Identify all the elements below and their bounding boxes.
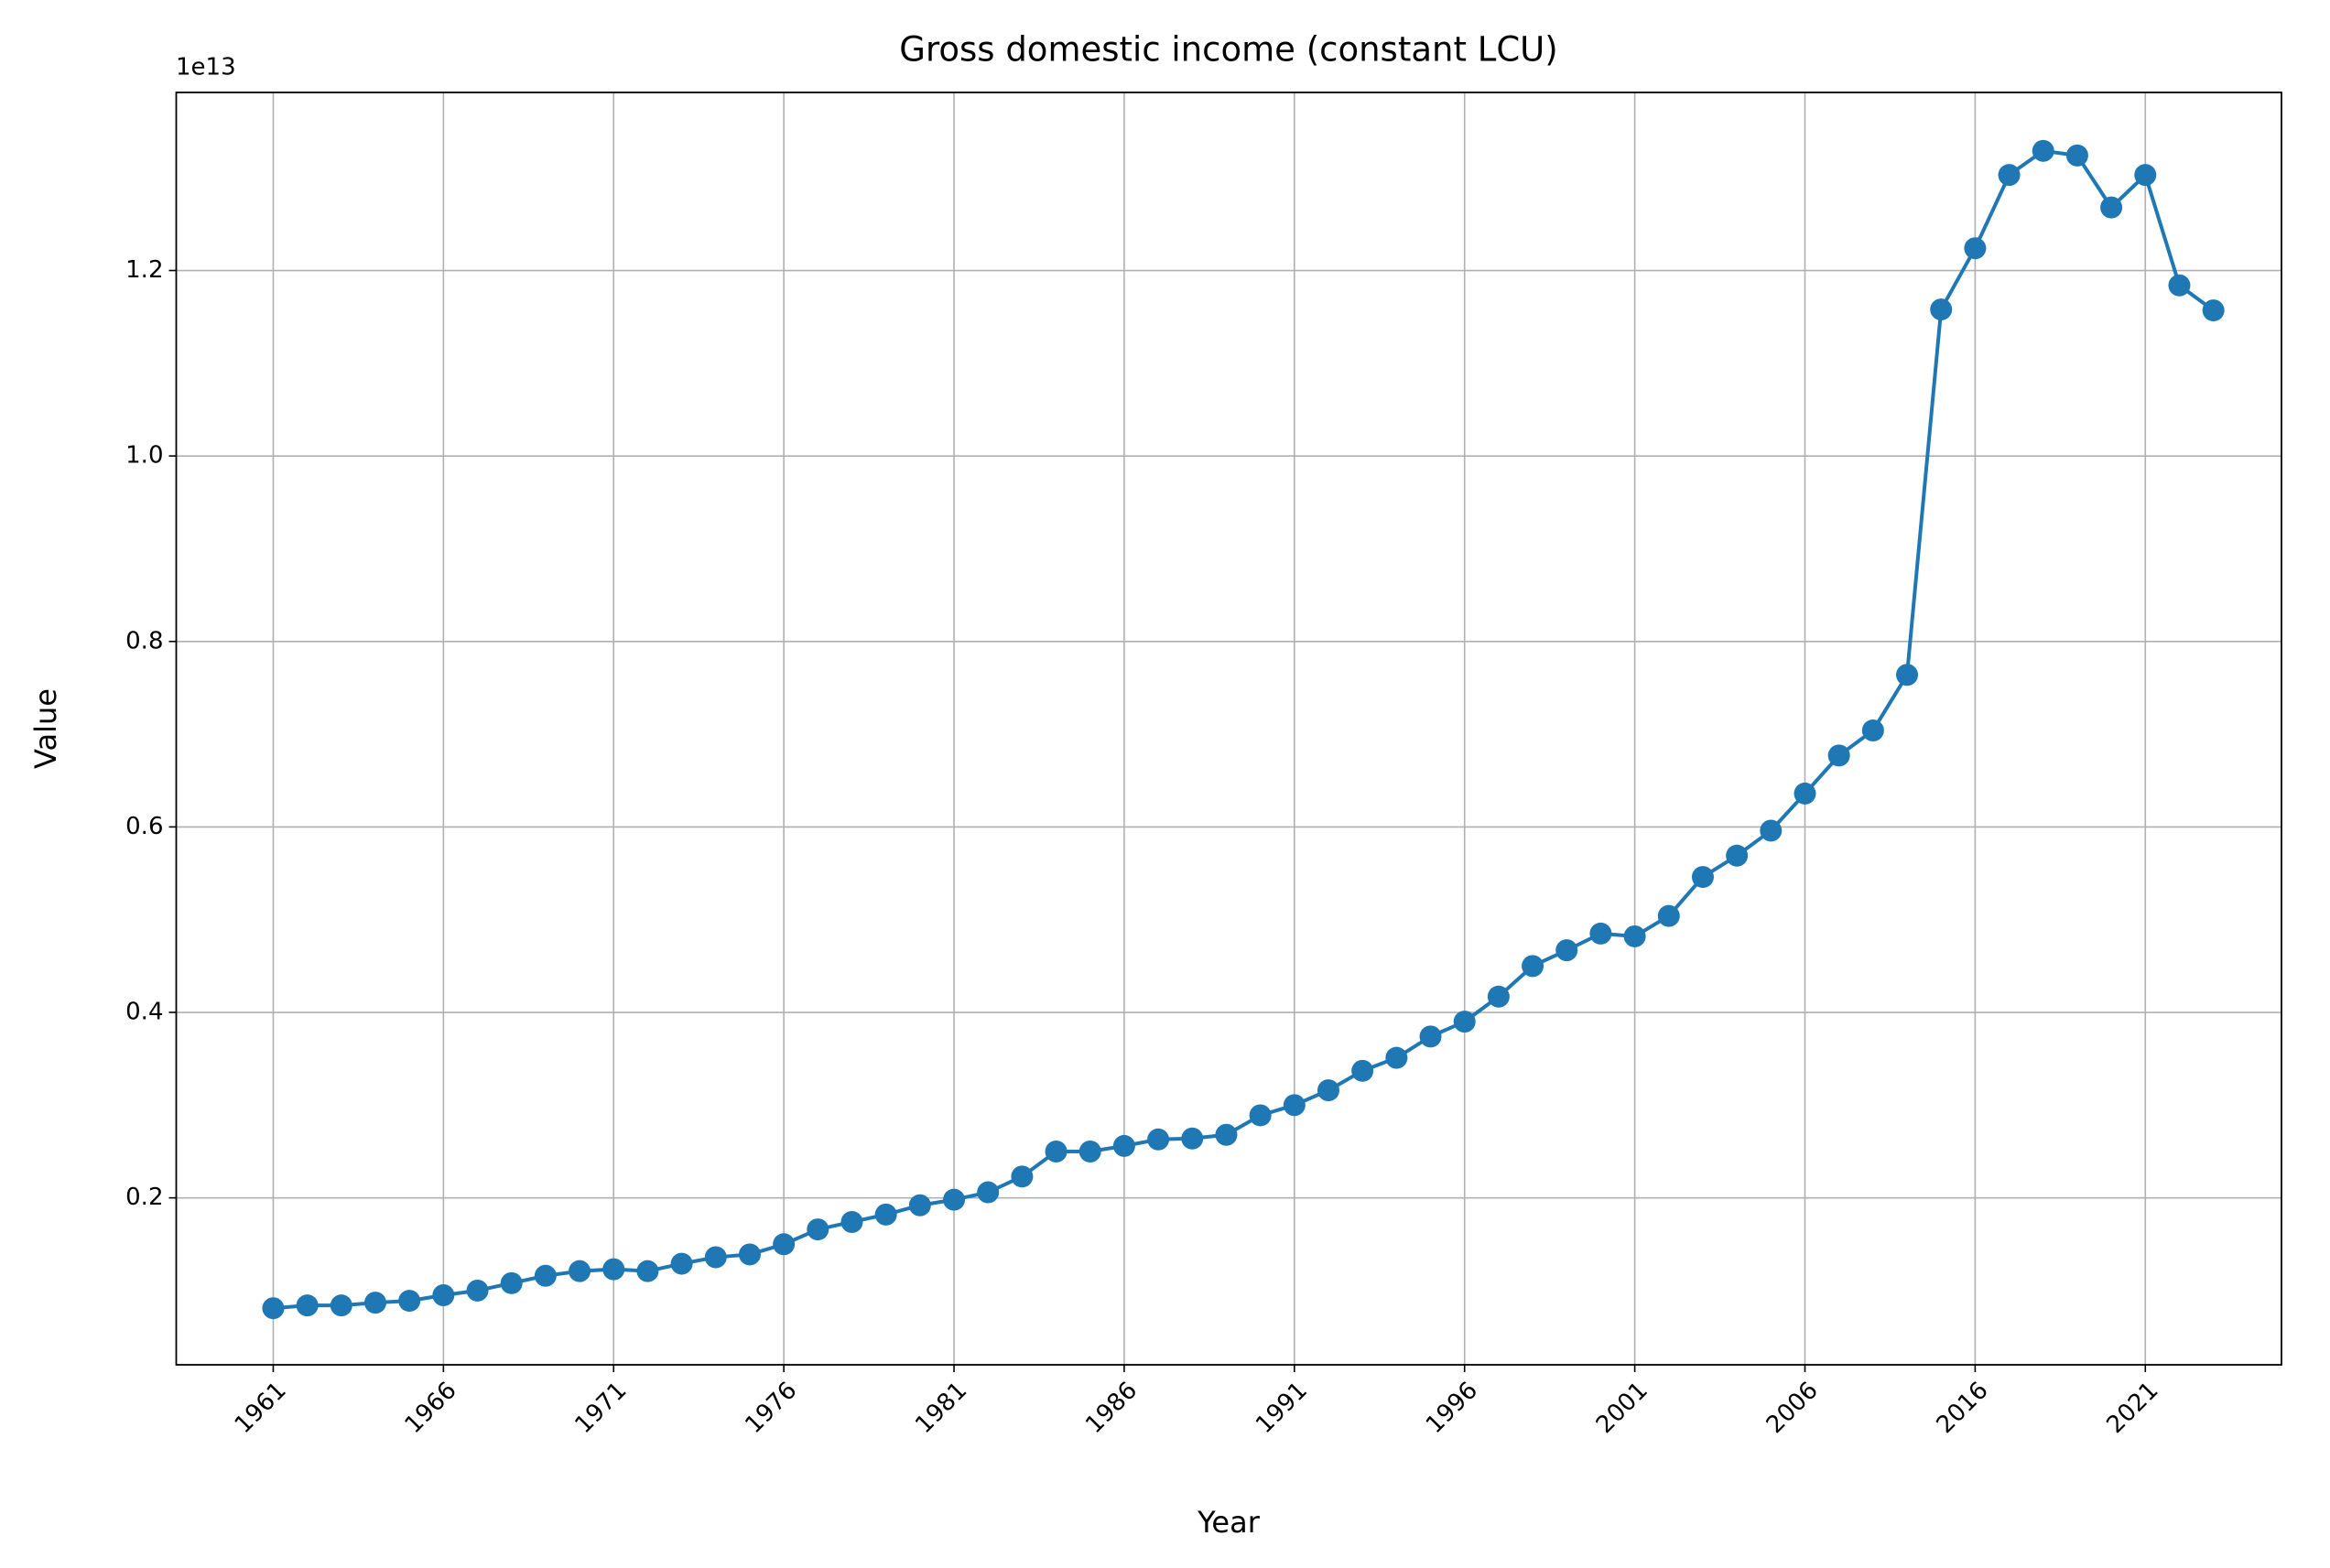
data-point — [2100, 196, 2123, 219]
data-point — [1589, 922, 1612, 945]
y-tick-label: 1.0 — [125, 442, 163, 470]
data-point — [1249, 1104, 1272, 1127]
x-axis-label: Year — [1197, 1505, 1261, 1540]
data-line — [273, 148, 2215, 1311]
data-point — [1760, 819, 1783, 842]
y-tick-label: 0.8 — [125, 627, 163, 654]
data-point — [1998, 164, 2021, 187]
data-point — [943, 1188, 966, 1211]
data-point — [1487, 985, 1510, 1008]
data-point — [466, 1279, 489, 1302]
data-point — [1181, 1127, 1204, 1150]
data-point — [1453, 1011, 1476, 1033]
data-point — [569, 1260, 591, 1282]
data-point — [874, 1203, 897, 1226]
y-tick-label: 0.2 — [125, 1184, 163, 1211]
data-point — [840, 1210, 863, 1233]
data-point — [2134, 164, 2157, 187]
data-point — [773, 1233, 796, 1256]
data-point — [1522, 955, 1544, 978]
data-point — [2065, 144, 2088, 167]
data-point — [1930, 298, 1953, 321]
data-point — [1861, 719, 1884, 742]
data-point — [1691, 866, 1714, 889]
data-point — [1623, 925, 1646, 947]
plot-frame — [175, 92, 2282, 1366]
data-point — [1317, 1079, 1339, 1102]
data-point — [1726, 844, 1749, 867]
y-offset-label: 1e13 — [176, 54, 236, 81]
data-point — [330, 1294, 352, 1317]
data-point — [1896, 664, 1919, 687]
data-point — [363, 1292, 386, 1314]
data-point — [908, 1194, 931, 1217]
data-point — [1794, 782, 1816, 805]
data-point — [2168, 274, 2191, 297]
data-point — [1045, 1140, 1067, 1162]
data-point — [296, 1294, 319, 1317]
data-point — [534, 1264, 557, 1287]
data-point — [432, 1284, 455, 1307]
data-point — [1827, 744, 1850, 767]
y-tick-label: 0.6 — [125, 813, 163, 840]
data-point — [1385, 1046, 1408, 1069]
data-point — [1112, 1134, 1135, 1157]
data-point — [1215, 1123, 1238, 1146]
data-point — [1351, 1059, 1374, 1082]
data-point — [704, 1246, 727, 1269]
data-point — [1419, 1025, 1442, 1048]
chart-title: Gross domestic income (constant LCU) — [899, 30, 1557, 70]
data-point — [636, 1260, 659, 1282]
data-point — [262, 1297, 285, 1320]
y-tick-label: 0.4 — [125, 999, 163, 1026]
data-point — [2202, 299, 2225, 322]
y-tick-label: 1.2 — [125, 256, 163, 284]
data-point — [1147, 1128, 1170, 1151]
data-point — [1964, 237, 1987, 260]
data-point — [1078, 1140, 1101, 1162]
data-point — [500, 1271, 523, 1294]
data-point — [977, 1181, 1000, 1204]
data-point — [398, 1290, 421, 1313]
data-point — [602, 1258, 625, 1281]
data-point — [738, 1243, 761, 1266]
data-point — [1283, 1094, 1306, 1117]
data-point — [670, 1252, 693, 1275]
data-point — [807, 1218, 829, 1241]
data-point — [1657, 904, 1680, 927]
data-point — [2032, 139, 2054, 162]
data-point — [1011, 1165, 1034, 1188]
y-axis-label: Value — [28, 688, 63, 769]
data-point — [1555, 939, 1578, 962]
